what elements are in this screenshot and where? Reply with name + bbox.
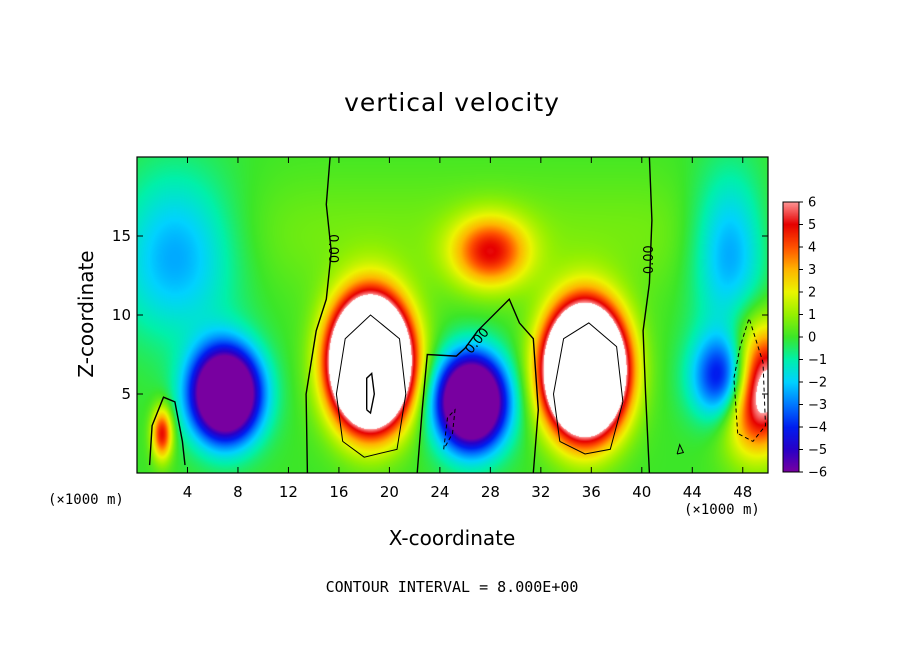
colorbar-tick-label: 0 [808,331,816,346]
contour-line [148,396,186,466]
velocity-heatmap [137,157,768,473]
contour-line [305,156,333,474]
y-tick-label: 5 [121,385,131,403]
contour-line [366,372,376,415]
x-tick-label: 4 [183,483,193,501]
colorbar-tick-label: −6 [808,466,827,481]
y-axis-label: Z-coordinate [74,250,98,378]
zero-contour-lines [148,156,767,474]
contour-line [416,297,540,474]
contour-line [335,314,407,458]
y-tick-label: 10 [112,306,131,324]
x-tick-label: 16 [329,483,348,501]
y-tick-label: 15 [112,227,131,245]
contour-line [733,316,767,443]
x-tick-label: 44 [683,483,702,501]
contour-label: 0.00 [463,325,493,357]
x-tick-label: 32 [531,483,550,501]
colorbar-ticks: 6 5 4 3 2 1 0 −1 −2 −3 −4 −5 −6 [799,196,827,481]
x-axis-ticks: 4 8 12 16 20 24 28 32 36 40 44 48 [183,157,752,501]
contour-line [443,408,456,450]
x-tick-label: 48 [733,483,752,501]
x-unit-left: (×1000 m) [48,492,124,508]
contour-label: 0.00 [325,234,340,263]
colorbar-tick-label: −2 [808,376,827,391]
colorbar-tick-label: 2 [808,286,816,301]
plot-frame [136,156,769,474]
x-tick-label: 24 [430,483,449,501]
x-tick-label: 36 [582,483,601,501]
colorbar-tick-label: −4 [808,421,827,436]
contour-line [642,156,653,474]
x-tick-label: 40 [632,483,651,501]
colorbar-tick-label: 6 [808,196,816,211]
colorbar-tick-label: −5 [808,443,827,458]
colorbar-tick-label: −1 [808,353,827,368]
colorbar-tick-label: 4 [808,241,816,256]
colorbar-tick-label: 5 [808,218,816,233]
contour-interval-note: CONTOUR INTERVAL = 8.000E+00 [325,578,579,596]
x-tick-label: 28 [481,483,500,501]
chart-title: vertical velocity [344,88,560,117]
x-unit-right: (×1000 m) [684,502,760,518]
contour-label: 0.00 [642,245,657,274]
x-axis-label: X-coordinate [388,526,516,550]
colorbar-frame [782,201,800,473]
contour-line [552,322,624,455]
colorbar-tick-label: 3 [808,263,816,278]
x-tick-label: 8 [233,483,243,501]
contour-line [676,443,685,455]
x-tick-label: 12 [279,483,298,501]
colorbar-tick-label: −3 [808,398,827,413]
colorbar-tick-label: 1 [808,308,816,323]
y-axis-ticks: 5 10 15 [112,227,768,403]
x-tick-label: 20 [380,483,399,501]
colorbar-gradient [783,202,799,472]
